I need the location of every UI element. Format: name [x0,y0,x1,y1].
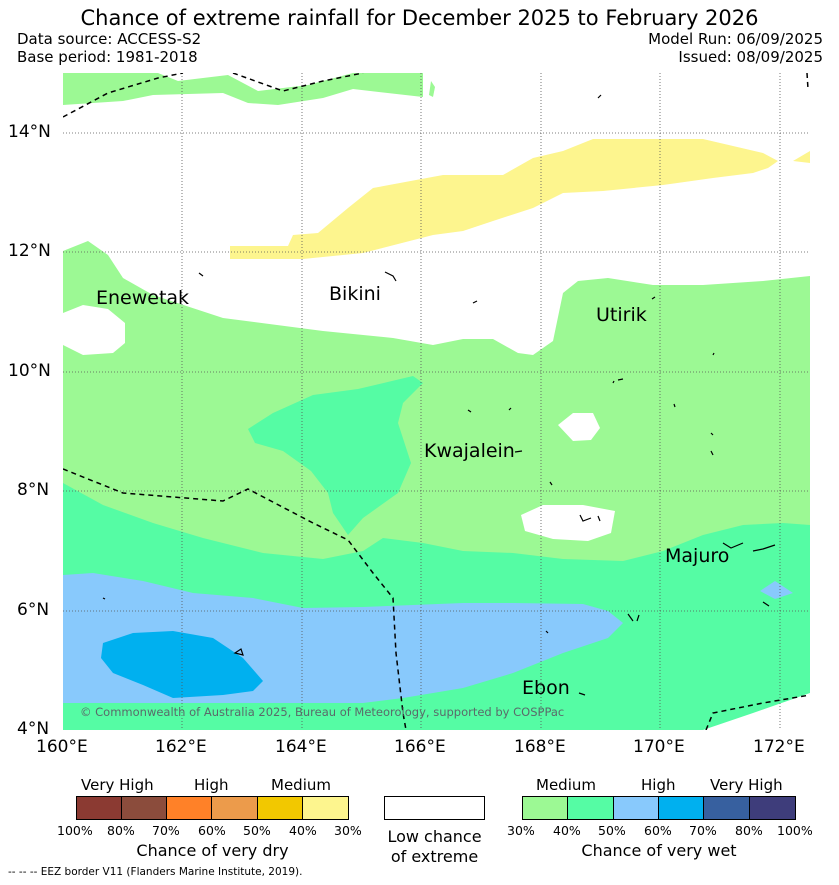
wet-group-very-high: Very High [710,776,783,794]
dry-pct-50: 50% [243,823,271,838]
place-enewetak: Enewetak [96,287,190,309]
region-dry-40-east [793,151,810,163]
wet-swatch-80-100 [749,797,795,819]
dry-swatch-70-60 [167,797,213,819]
model-run: Model Run: 06/09/2025 [648,30,823,48]
place-ebon: Ebon [522,677,570,699]
copyright-notice: © Commonwealth of Australia 2025, Bureau… [80,705,565,719]
wet-pct-70: 70% [689,823,717,838]
rainfall-map [63,73,810,730]
dry-group-medium: Medium [271,776,331,794]
eez-border [63,73,810,730]
dry-caption: Chance of very dry [136,841,289,860]
dry-swatch-100-80 [77,797,123,819]
dry-swatch-40-30 [302,797,348,819]
dry-pct-40: 40% [289,823,317,838]
wet-group-medium: Medium [536,776,596,794]
dry-swatch-50-40 [257,797,303,819]
region-wet-40-kwajalein [248,376,423,535]
region-medium-wet-dot [429,81,435,97]
lat-label-8n: 8°N [17,480,50,500]
lon-label-166e: 166°E [394,737,446,757]
map-title: Chance of extreme rainfall for December … [80,6,759,30]
lon-label-170e: 170°E [633,737,685,757]
dry-group-very-high: Very High [81,776,154,794]
wet-swatch-50-60 [613,797,659,819]
low-chance-caption: Low chance of extreme [387,827,482,866]
dry-swatch-80-70 [122,797,168,819]
wet-colorbar [522,796,796,820]
region-low-hole-1 [558,413,600,441]
wet-swatch-40-50 [568,797,614,819]
dry-pct-80: 80% [107,823,135,838]
wet-swatch-70-80 [704,797,750,819]
region-wet-50-east [760,581,793,599]
lon-label-164e: 164°E [275,737,327,757]
lon-label-162e: 162°E [155,737,207,757]
base-period: Base period: 1981-2018 [17,48,198,66]
wet-pct-30: 30% [507,823,535,838]
wet-swatch-30-40 [523,797,569,819]
region-low-enewetak [63,305,125,355]
lon-label-160e: 160°E [36,737,88,757]
dry-group-high: High [194,776,229,794]
place-bikini: Bikini [329,283,381,305]
wet-pct-80: 80% [735,823,763,838]
lat-label-12n: 12°N [8,241,51,261]
lon-label-168e: 168°E [514,737,566,757]
dry-pct-100: 100% [57,823,93,838]
data-source: Data source: ACCESS-S2 [17,30,202,48]
issued-date: Issued: 08/09/2025 [678,48,823,66]
lat-label-4n: 4°N [17,719,50,739]
region-low-hole-2 [521,505,615,541]
wet-caption: Chance of very wet [581,841,737,860]
wet-swatch-60-70 [658,797,705,819]
wet-pct-40: 40% [553,823,581,838]
eez-border-note: -- -- -- EEZ border V11 (Flanders Marine… [8,866,303,878]
dry-swatch-60-50 [212,797,258,819]
low-chance-swatch [384,796,485,820]
dry-pct-70: 70% [152,823,180,838]
place-majuro: Majuro [665,545,730,567]
region-medium-wet-north [63,73,423,105]
region-dry-40 [230,139,778,259]
wet-group-high: High [641,776,676,794]
dry-pct-30: 30% [334,823,362,838]
atolls [102,94,776,696]
place-utirik: Utirik [596,304,647,326]
dry-pct-60: 60% [198,823,226,838]
dry-colorbar [76,796,349,820]
wet-pct-100: 100% [777,823,813,838]
wet-pct-60: 60% [644,823,672,838]
region-low-southeast [703,693,810,730]
lon-label-172e: 172°E [753,737,805,757]
place-kwajalein: Kwajalein [424,440,515,462]
lat-label-14n: 14°N [8,122,51,142]
wet-pct-50: 50% [598,823,626,838]
lat-label-10n: 10°N [8,361,51,381]
lat-label-6n: 6°N [17,600,50,620]
